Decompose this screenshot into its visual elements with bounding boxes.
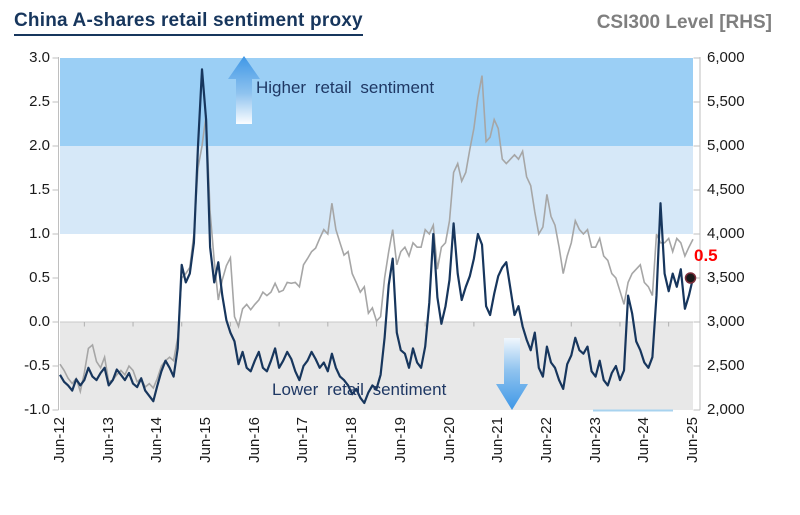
x-axis-tick-label: Jun-20 [440,417,458,463]
x-axis-tick-label: Jun-15 [197,417,215,463]
left-axis-tick-label: 0.5 [29,269,50,286]
last-point-marker [684,272,697,284]
left-axis-tick-label: -1.0 [24,401,50,418]
x-axis-tick-label: Jun-13 [99,417,117,463]
band-2 [60,322,693,410]
chart-title: China A-shares retail sentiment proxy [14,10,363,36]
right-axis-tick-label: 2,000 [707,401,745,418]
x-axis-tick-label: Jun-24 [635,417,653,463]
x-axis-tick-label: Jun-19 [391,417,409,463]
left-axis-tick-label: 3.0 [29,49,50,66]
right-axis-title: CSI300 Level [RHS] [596,12,772,33]
x-axis-tick-label: Jun-17 [294,417,312,463]
x-axis-tick-label: Jun-23 [586,417,604,463]
left-axis-tick-label: 2.5 [29,93,50,110]
x-axis-tick-label: Jun-14 [148,417,166,463]
x-axis-tick-label: Jun-25 [684,417,701,463]
x-axis-tick-label: Jun-16 [245,417,263,463]
right-axis-tick-label: 3,500 [707,269,745,286]
series-lines [59,68,695,405]
x-axis-tick-label: Jun-22 [537,417,555,463]
sentiment-bands [60,58,693,410]
right-axis-tick-label: 3,000 [707,313,745,330]
lower-sentiment-label: Lower retail sentiment [272,380,447,399]
right-axis-tick-label: 5,000 [707,137,745,154]
higher-sentiment-arrow-icon [228,56,260,124]
right-axis-tick-label: 4,000 [707,225,745,242]
last-point-marker-group [684,272,697,284]
x-axis-tick-label: Jun-18 [343,417,361,463]
left-axis-tick-label: 2.0 [29,137,50,154]
bottom-edge-highlight [593,409,673,412]
left-axis-tick-label: 0.0 [29,313,50,330]
left-axis-tick-label: 1.5 [29,181,50,198]
band-1 [60,146,693,234]
left-axis-tick-label: -0.5 [24,357,50,374]
left-axis-tick-label: 1.0 [29,225,50,242]
right-axis-tick-label: 5,500 [707,93,745,110]
series-sentiment-line [59,68,695,405]
x-axis-tick-label: Jun-21 [489,417,507,463]
right-axis-tick-label: 6,000 [707,49,745,66]
last-value-label: 0.5 [694,246,718,265]
right-axis-tick-label: 2,500 [707,357,745,374]
lower-sentiment-arrow-icon [496,338,528,410]
right-axis-tick-label: 4,500 [707,181,745,198]
x-axis-tick-label: Jun-12 [51,417,68,463]
band-0 [60,58,693,146]
higher-sentiment-label: Higher retail sentiment [256,78,435,97]
